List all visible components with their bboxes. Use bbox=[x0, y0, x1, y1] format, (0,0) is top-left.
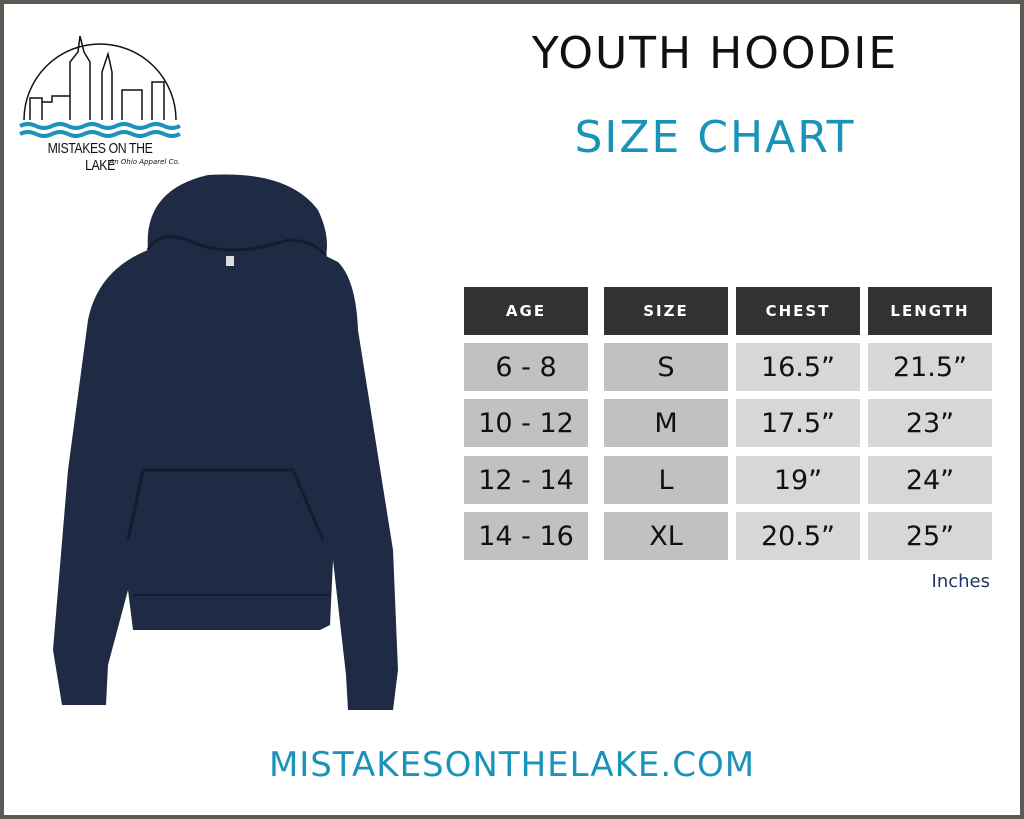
logo-brand-text: MISTAKES ON THE LAKE bbox=[47, 140, 153, 174]
header-age: AGE bbox=[464, 287, 588, 335]
cell-size: M bbox=[604, 399, 728, 447]
website-url: MISTAKESONTHELAKE.COM bbox=[268, 745, 756, 785]
page-subtitle: SIZE CHART bbox=[574, 112, 856, 163]
header-length: LENGTH bbox=[868, 287, 992, 335]
cell-age: 10 - 12 bbox=[464, 399, 588, 447]
cell-chest: 16.5” bbox=[736, 343, 860, 391]
hoodie-image bbox=[53, 174, 398, 710]
logo-tagline: An Ohio Apparel Co. bbox=[109, 158, 180, 166]
cell-age: 14 - 16 bbox=[464, 512, 588, 560]
cell-size: XL bbox=[604, 512, 728, 560]
header-size: SIZE bbox=[604, 287, 728, 335]
cell-chest: 17.5” bbox=[736, 399, 860, 447]
cell-length: 25” bbox=[868, 512, 992, 560]
cell-length: 23” bbox=[868, 399, 992, 447]
cell-length: 24” bbox=[868, 456, 992, 504]
cell-chest: 19” bbox=[736, 456, 860, 504]
cell-age: 12 - 14 bbox=[464, 456, 588, 504]
page-title: YOUTH HOODIE bbox=[531, 28, 899, 79]
cell-size: L bbox=[604, 456, 728, 504]
header-chest: CHEST bbox=[736, 287, 860, 335]
cell-length: 21.5” bbox=[868, 343, 992, 391]
units-label: Inches bbox=[931, 571, 990, 592]
cell-size: S bbox=[604, 343, 728, 391]
skyline-logo bbox=[19, 35, 181, 138]
cell-age: 6 - 8 bbox=[464, 343, 588, 391]
cell-chest: 20.5” bbox=[736, 512, 860, 560]
